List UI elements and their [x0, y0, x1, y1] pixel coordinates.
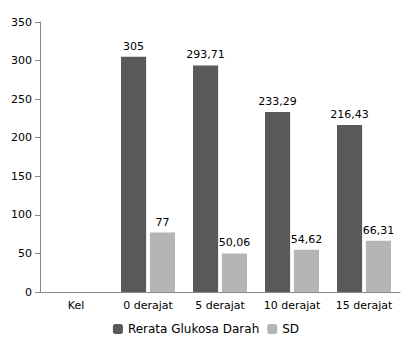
svg-text:250: 250: [11, 93, 32, 106]
svg-text:350: 350: [11, 16, 32, 29]
svg-text:150: 150: [11, 170, 32, 183]
svg-text:100: 100: [11, 208, 32, 221]
svg-text:0 derajat: 0 derajat: [123, 299, 173, 312]
svg-text:0: 0: [25, 286, 32, 299]
svg-text:Kel: Kel: [68, 299, 85, 312]
svg-text:293,71: 293,71: [186, 48, 225, 61]
svg-text:15 derajat: 15 derajat: [336, 299, 393, 312]
svg-text:66,31: 66,31: [363, 224, 395, 237]
svg-text:10 derajat: 10 derajat: [264, 299, 321, 312]
svg-text:233,29: 233,29: [258, 95, 297, 108]
svg-text:200: 200: [11, 131, 32, 144]
svg-text:300: 300: [11, 54, 32, 67]
svg-text:SD: SD: [282, 322, 299, 336]
svg-text:50,06: 50,06: [219, 236, 251, 249]
svg-text:305: 305: [123, 40, 144, 53]
svg-text:Rerata Glukosa Darah: Rerata Glukosa Darah: [128, 322, 259, 336]
svg-text:5 derajat: 5 derajat: [195, 299, 245, 312]
svg-text:216,43: 216,43: [330, 108, 369, 121]
svg-text:77: 77: [155, 216, 169, 229]
svg-text:54,62: 54,62: [291, 233, 323, 246]
svg-text:50: 50: [18, 247, 32, 260]
